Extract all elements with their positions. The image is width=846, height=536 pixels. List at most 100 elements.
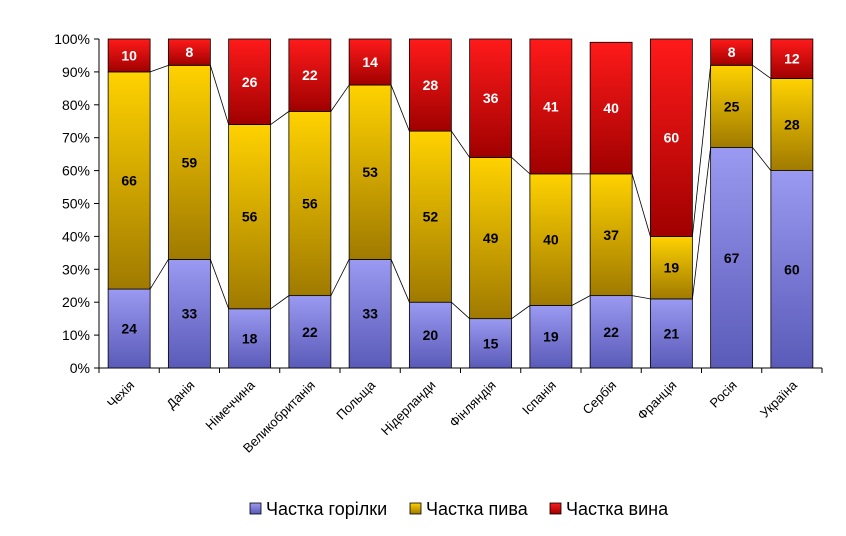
y-tick-label: 40%	[62, 228, 90, 244]
series-line	[632, 295, 651, 300]
legend: Частка горілки Частка пива Частка вина	[249, 499, 669, 519]
data-label: 25	[724, 98, 740, 114]
plot-area: 0% 10% 20% 30% 40% 50% 60% 70% 80% 90% 100% 24 66 10 Ч…	[54, 31, 823, 456]
series-line	[330, 259, 350, 296]
data-label: 49	[483, 230, 499, 246]
category-label: Польща	[333, 377, 378, 422]
bar-segment	[408, 301, 452, 369]
bar-segment	[167, 64, 211, 260]
bar-segment	[469, 157, 513, 320]
data-label: 56	[302, 196, 318, 212]
bar-segment	[649, 235, 693, 300]
y-tick-label: 30%	[62, 261, 90, 277]
data-label: 33	[362, 306, 378, 322]
series-line	[390, 259, 410, 303]
legend-swatch	[549, 502, 562, 515]
data-label: 19	[543, 329, 559, 345]
bar-segment	[649, 38, 693, 237]
data-label: 8	[728, 44, 736, 60]
bar-segment	[529, 38, 573, 175]
data-label: 60	[784, 261, 800, 277]
bar-segment	[288, 38, 332, 112]
series-line	[451, 130, 470, 158]
y-tick-label: 70%	[62, 130, 90, 146]
legend-swatch	[249, 502, 262, 515]
category-label: Данія	[163, 378, 197, 412]
category-label: Франція	[634, 378, 679, 423]
data-label: 40	[543, 232, 559, 248]
bar-segment	[348, 84, 392, 260]
series-line	[270, 295, 290, 310]
y-tick-label: 60%	[62, 163, 90, 179]
legend-label: Частка пива	[426, 499, 529, 519]
data-label: 22	[603, 324, 619, 340]
bar-segment	[710, 64, 754, 148]
series-line	[571, 295, 591, 306]
bar-segment	[167, 38, 211, 66]
data-label: 40	[603, 100, 619, 116]
data-label: 41	[543, 98, 559, 114]
bar-segment	[288, 110, 332, 297]
category-label: Сербія	[579, 378, 619, 418]
series-line	[149, 64, 169, 73]
data-label: 19	[664, 260, 680, 276]
bar-segment	[529, 305, 573, 369]
category-label: Росія	[707, 378, 740, 411]
bar-segment	[107, 288, 151, 369]
bar-segment	[228, 124, 272, 310]
bar-segment	[167, 259, 211, 369]
category-label: Фінляндія	[446, 378, 499, 431]
category-label: Чехія	[104, 378, 137, 411]
category-label: Іспанія	[519, 378, 559, 418]
series-line	[752, 64, 772, 79]
legend-label: Частка вина	[566, 499, 669, 519]
bar-segment	[228, 38, 272, 125]
category-label: Україна	[757, 377, 801, 421]
series-line	[149, 259, 169, 290]
data-label: 22	[302, 324, 318, 340]
data-label: 12	[784, 51, 800, 67]
bar-segment	[408, 38, 452, 132]
y-tick-label: 100%	[54, 31, 90, 47]
series-line	[752, 147, 772, 171]
bar-segment	[770, 38, 814, 79]
data-label: 66	[121, 172, 137, 188]
bar-segment	[649, 298, 693, 369]
data-label: 33	[182, 306, 198, 322]
data-label: 37	[603, 227, 619, 243]
data-label: 22	[302, 67, 318, 83]
data-label: 14	[362, 54, 378, 70]
series-line	[691, 65, 712, 237]
data-label: 53	[362, 164, 378, 180]
data-label: 28	[784, 117, 800, 133]
series-line	[691, 147, 712, 299]
data-label: 67	[724, 250, 740, 266]
category-label: Німеччина	[202, 377, 258, 433]
legend-swatch	[409, 502, 422, 515]
bar-segment	[589, 41, 633, 175]
data-label: 10	[121, 47, 137, 63]
y-tick-label: 50%	[62, 196, 90, 212]
series-line	[390, 84, 410, 132]
y-tick-label: 80%	[62, 97, 90, 113]
data-label: 28	[423, 77, 439, 93]
bar-segment	[770, 170, 814, 369]
data-label: 24	[121, 321, 137, 337]
data-label: 60	[664, 130, 680, 146]
bar-segment	[710, 38, 754, 66]
data-label: 36	[483, 90, 499, 106]
series-line	[270, 111, 290, 125]
data-label: 18	[242, 330, 258, 346]
category-label: Нідерланди	[378, 378, 439, 439]
legend-label: Частка горілки	[266, 499, 387, 519]
series-line	[631, 173, 651, 237]
data-label: 8	[185, 44, 193, 60]
bar-segment	[348, 259, 392, 369]
series-line	[209, 259, 230, 309]
series-line	[209, 65, 230, 125]
series-line	[330, 84, 350, 112]
series-line	[511, 157, 531, 175]
series-line	[451, 301, 470, 319]
data-label: 21	[664, 325, 680, 341]
